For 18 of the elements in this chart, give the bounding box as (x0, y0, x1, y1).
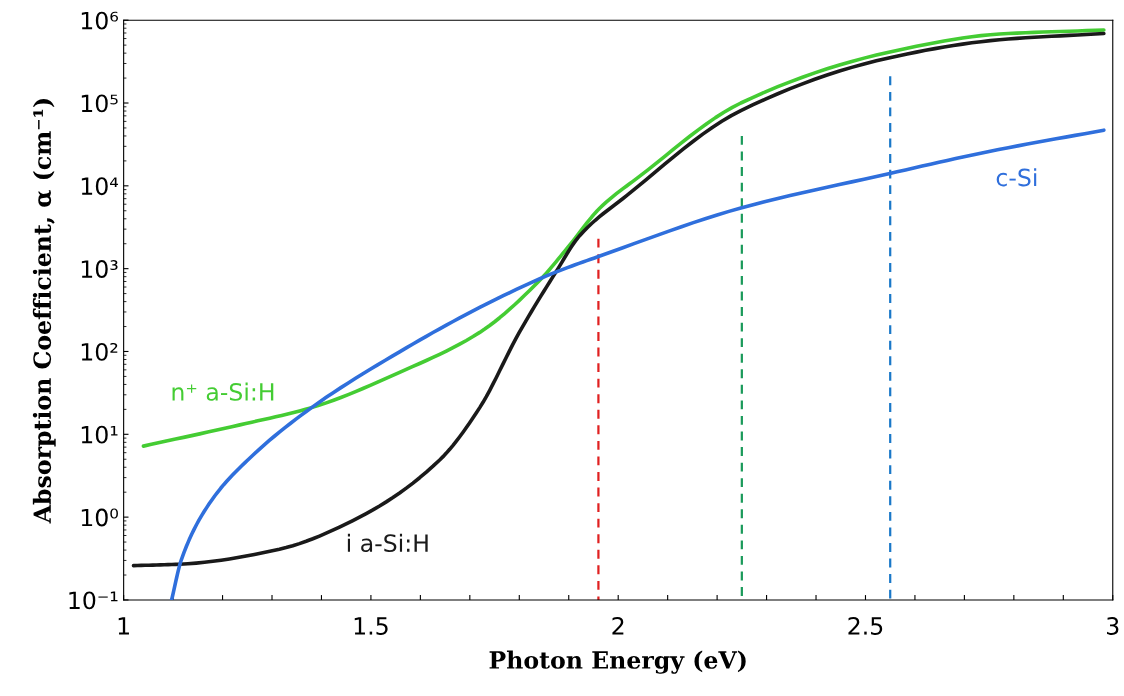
x-tick-label: 1 (118, 617, 129, 635)
y-tick-label: 10⁴ (81, 177, 119, 196)
x-tick-label: 2 (612, 617, 624, 635)
y-tick-label: 10⁶ (81, 11, 119, 30)
y-tick-label: 10² (81, 342, 118, 361)
series-label: c-Si (996, 168, 1037, 187)
x-tick-label: 1.5 (354, 617, 388, 635)
x-tick-label: 2.5 (848, 617, 883, 635)
series-label: i a-Si:H (347, 533, 428, 553)
y-tick-label: 10¹ (81, 425, 118, 444)
x-axis-title: Photon Energy (eV) (489, 650, 746, 674)
y-tick-label: 10³ (81, 260, 118, 278)
series-label: n⁺ a-Si:H (172, 382, 274, 401)
y-tick-label: 10⁵ (81, 94, 118, 113)
y-tick-label: 10⁻¹ (69, 591, 118, 610)
x-tick-label: 3 (1107, 617, 1119, 635)
y-axis-title: Absorption Coefficient, α (cm⁻¹) (32, 99, 56, 524)
y-tick-label: 10⁰ (81, 508, 118, 527)
